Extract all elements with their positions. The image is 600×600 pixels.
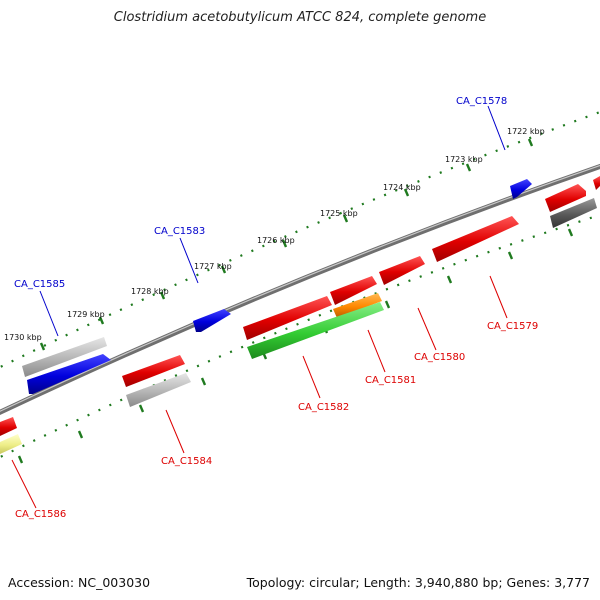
leader-lines [11, 105, 508, 509]
scale-label: 1724 kbp [383, 183, 421, 192]
gene-labels: CA_C1578 CA_C1583 CA_C1585 CA_C1579 CA_C… [14, 96, 538, 520]
scale-label: 1726 kbp [257, 236, 295, 245]
gene-label-CA_C1580[interactable]: CA_C1580 [414, 352, 465, 363]
gene-label-CA_C1583[interactable]: CA_C1583 [154, 226, 205, 237]
feature-gray[interactable] [22, 337, 107, 377]
feature-dark[interactable] [550, 198, 597, 228]
feature-red-left[interactable] [0, 417, 17, 436]
gene-label-CA_C1582[interactable]: CA_C1582 [298, 402, 349, 413]
genome-summary-text: Topology: circular; Length: 3,940,880 bp… [246, 575, 590, 590]
map-title: Clostridium acetobutylicum ATCC 824, com… [113, 10, 487, 25]
accession-text: Accession: NC_003030 [8, 575, 151, 590]
feature-CA_C1579[interactable] [432, 216, 519, 262]
gene-label-CA_C1585[interactable]: CA_C1585 [14, 279, 65, 290]
gene-label-CA_C1584[interactable]: CA_C1584 [161, 456, 212, 467]
outer-major-ticks [39, 138, 534, 351]
scale-ring-inner [0, 213, 600, 459]
gene-label-CA_C1578[interactable]: CA_C1578 [456, 96, 507, 107]
gene-label-CA_C1579[interactable]: CA_C1579 [487, 321, 538, 332]
feature-CA_C1581[interactable] [333, 293, 382, 318]
scale-label: 1722 kbp [507, 127, 545, 136]
feature-CA_C1586[interactable] [0, 434, 22, 454]
genome-backbone [0, 163, 600, 416]
feature-CA_C1583[interactable] [193, 309, 231, 332]
scale-label: 1725 kbp [320, 209, 358, 218]
reverse-features [0, 176, 600, 454]
scale-label: 1723 kbp [445, 155, 483, 164]
feature-red-small[interactable] [330, 276, 377, 305]
feature-red[interactable] [545, 184, 586, 212]
feature-CA_C1584-red[interactable] [122, 355, 185, 387]
feature-CA_C1584[interactable] [126, 373, 191, 407]
feature-CA_C1582-red[interactable] [243, 296, 332, 340]
scale-label: 1728 kbp [131, 287, 169, 296]
scale-labels: 1722 kbp 1723 kbp 1724 kbp 1725 kbp 1726… [4, 127, 545, 342]
feature-CA_C1585[interactable] [27, 354, 111, 394]
feature-CA_C1582[interactable] [247, 302, 384, 359]
feature-CA_C1580[interactable] [379, 256, 425, 285]
scale-label: 1730 kbp [4, 333, 42, 342]
gene-label-CA_C1586[interactable]: CA_C1586 [15, 509, 66, 520]
feature-red-edge[interactable] [593, 176, 600, 190]
scale-label: 1729 kbp [67, 310, 105, 319]
genome-backbone-highlight [0, 164, 600, 412]
forward-features [22, 179, 532, 394]
scale-label: 1727 kbp [194, 262, 232, 271]
gene-label-CA_C1581[interactable]: CA_C1581 [365, 375, 416, 386]
feature-CA_C1578[interactable] [510, 179, 532, 199]
